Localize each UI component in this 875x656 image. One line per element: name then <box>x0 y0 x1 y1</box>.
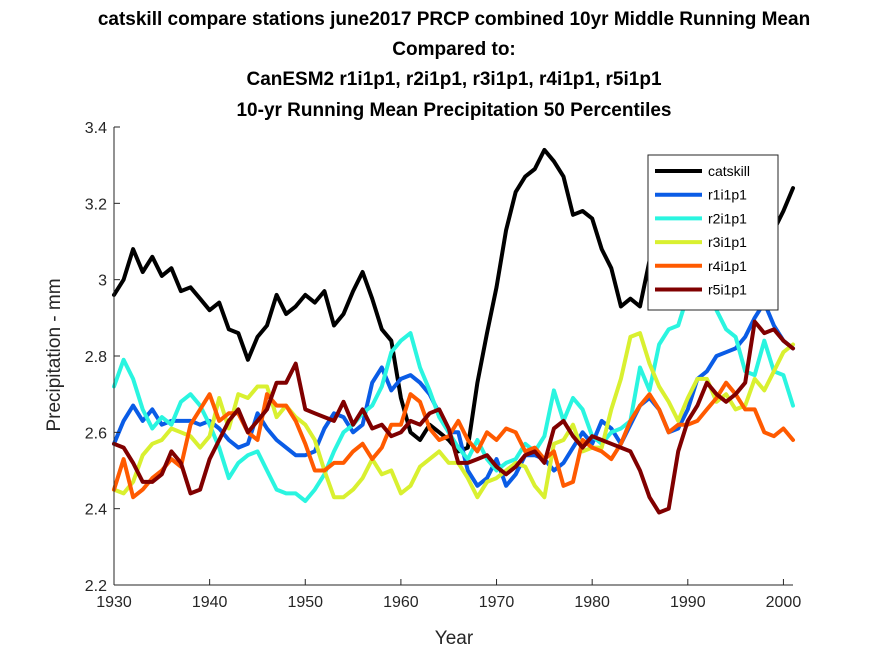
series-line-r5i1p1 <box>112 319 795 515</box>
legend-label-r5i1p1: r5i1p1 <box>708 282 747 298</box>
x-tick-label: 1970 <box>479 594 515 611</box>
x-axis-label: Year <box>435 628 474 649</box>
x-tick-label: 1930 <box>96 594 132 611</box>
series-lines <box>112 147 795 515</box>
axes: 1930 1940 1950 1960 1970 1980 1990 2000 2.2 2.4 2.… <box>85 120 802 611</box>
legend-label-r3i1p1: r3i1p1 <box>708 234 747 250</box>
x-tick-label: 1950 <box>287 594 323 611</box>
y-tick-label: 3.2 <box>85 196 107 213</box>
legend-label-r1i1p1: r1i1p1 <box>708 187 747 203</box>
series-line-r4i1p1 <box>112 380 795 500</box>
x-tick-label: 1990 <box>670 594 706 611</box>
y-tick-label: 2.2 <box>85 578 107 595</box>
legend-label-catskill: catskill <box>708 163 750 179</box>
legend: catskill r1i1p1 r2i1p1 r3i1p1 r4i1p1 r5i1p1 <box>647 154 779 311</box>
y-tick-label: 3.4 <box>85 120 107 137</box>
plot-area: 1930 1940 1950 1960 1970 1980 1990 2000 2.2 2.4 2.… <box>85 120 802 611</box>
x-tick-label: 1960 <box>383 594 419 611</box>
legend-label-r2i1p1: r2i1p1 <box>708 210 747 226</box>
title-line-1: catskill compare stations june2017 PRCP … <box>98 9 810 30</box>
chart-title: catskill compare stations june2017 PRCP … <box>98 9 810 121</box>
y-tick-label: 2.4 <box>85 502 107 519</box>
y-tick-label: 3 <box>98 273 107 290</box>
x-tick-label: 2000 <box>766 594 802 611</box>
title-line-4: 10-yr Running Mean Precipitation 50 Perc… <box>236 100 671 121</box>
legend-box <box>647 154 779 311</box>
title-line-3: CanESM2 r1i1p1, r2i1p1, r3i1p1, r4i1p1, … <box>246 69 661 90</box>
x-tick-label: 1980 <box>574 594 610 611</box>
x-tick-label: 1940 <box>192 594 228 611</box>
title-line-2: Compared to: <box>392 39 516 60</box>
legend-label-r4i1p1: r4i1p1 <box>708 258 747 274</box>
y-tick-label: 2.8 <box>85 349 107 366</box>
y-axis-label: Precipitation - mm <box>44 278 65 431</box>
y-tick-label: 2.6 <box>85 425 107 442</box>
